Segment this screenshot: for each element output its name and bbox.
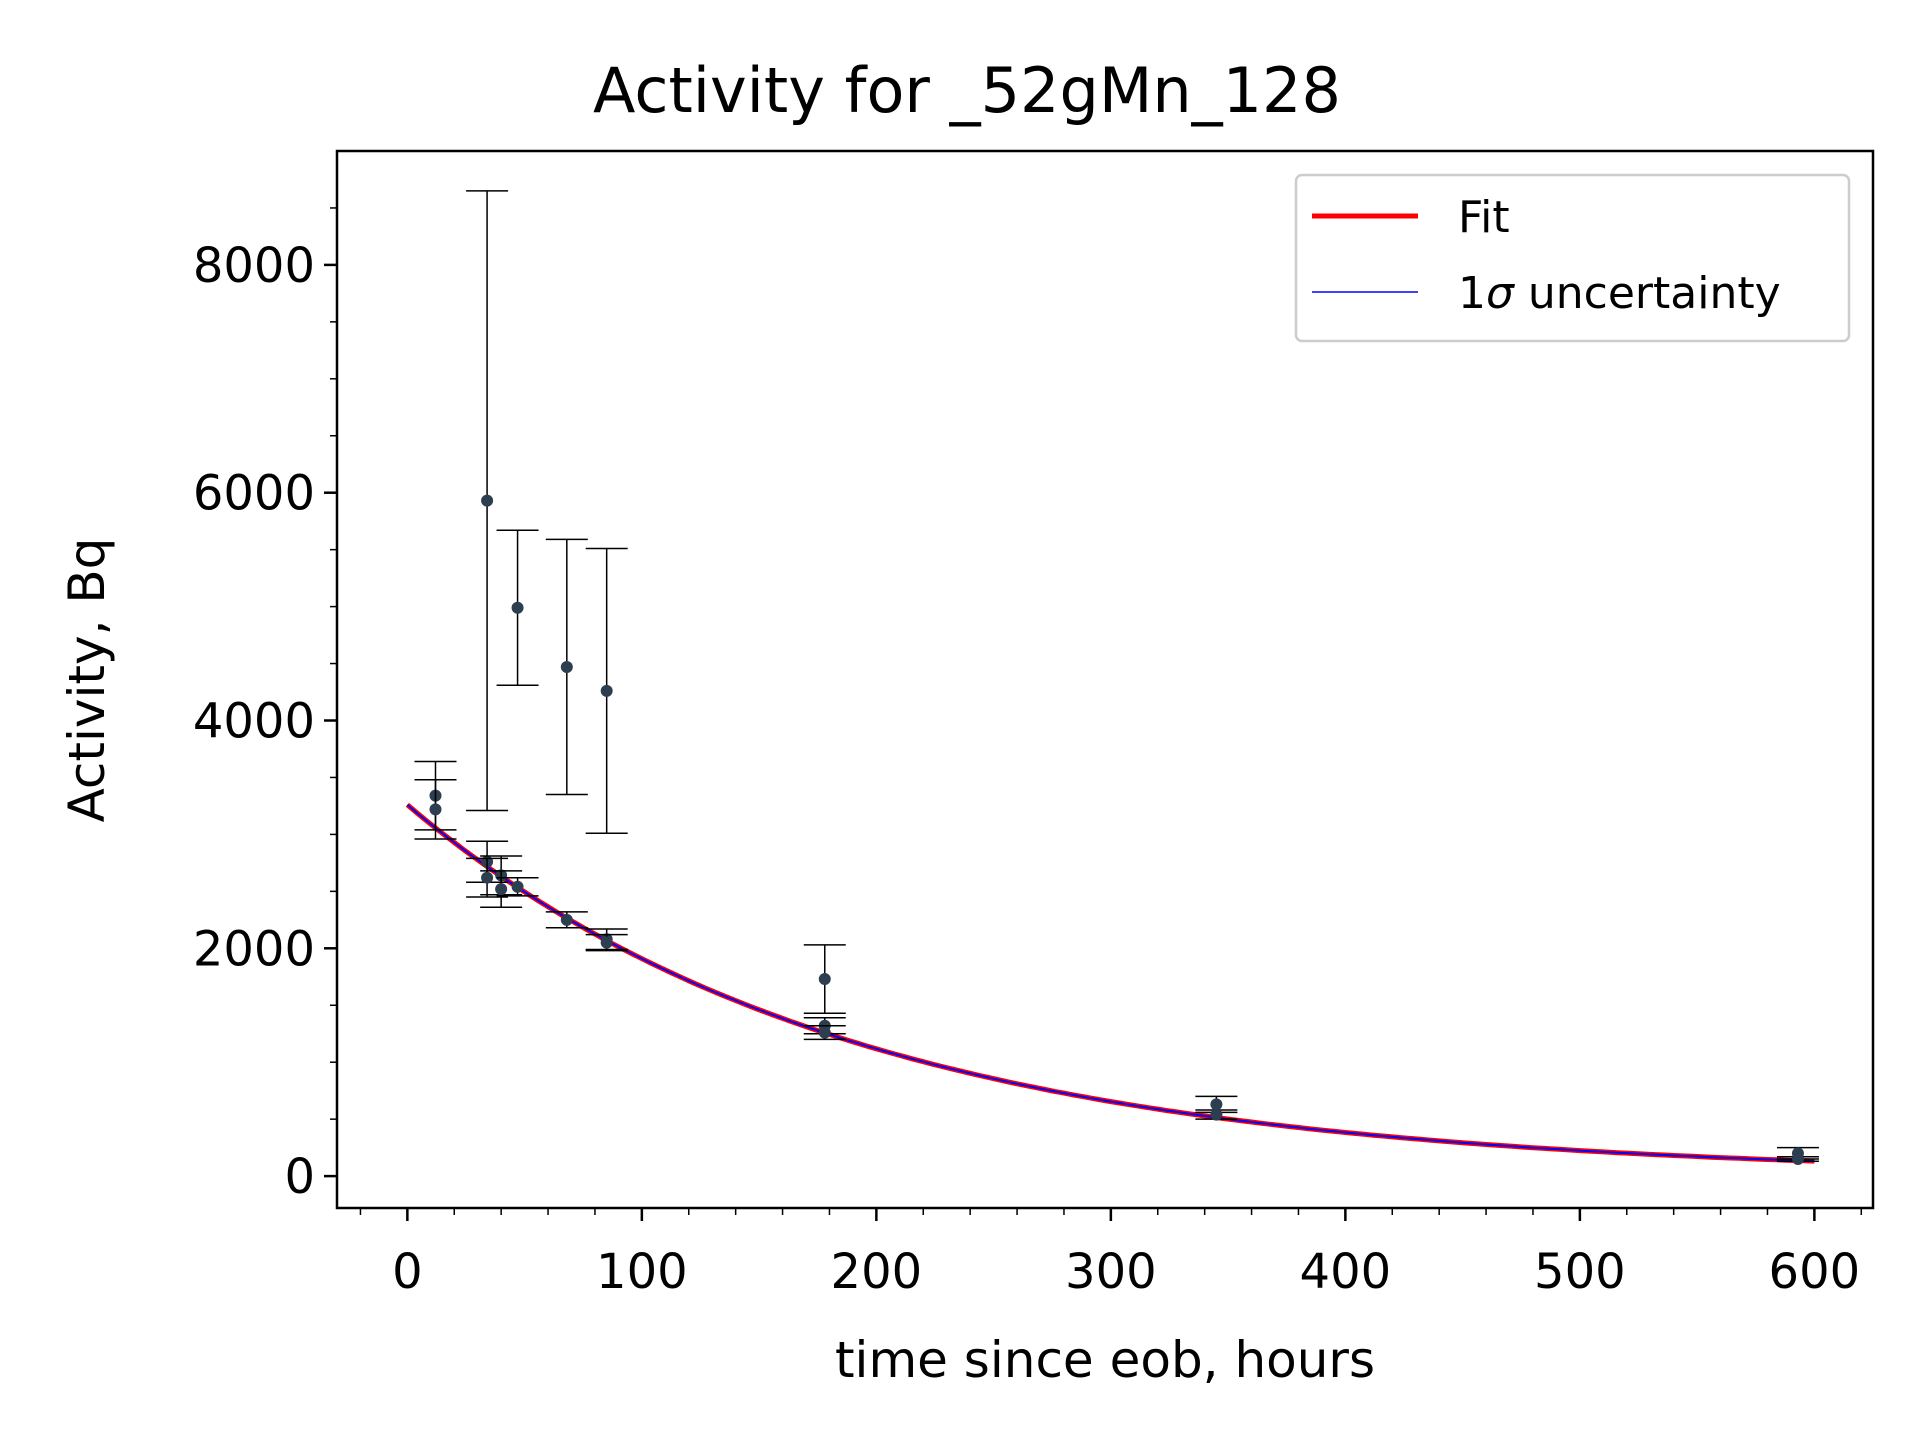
legend-uncertainty-label: 1σ uncertainty — [1458, 268, 1781, 319]
data-layer — [414, 190, 1819, 1166]
data-point — [429, 803, 442, 816]
legend: Fit 1σ uncertainty — [1294, 173, 1851, 343]
legend-fit-label: Fit — [1458, 192, 1510, 243]
data-point-group — [1776, 1153, 1819, 1166]
x-tick-label: 600 — [1769, 1244, 1861, 1300]
data-point-group — [803, 944, 846, 1014]
y-tick-label: 6000 — [193, 466, 315, 522]
legend-box — [1294, 173, 1851, 343]
chart-title: Activity for _52gMn_128 — [593, 54, 1341, 127]
data-point — [1791, 1153, 1804, 1166]
data-point-group — [466, 190, 509, 812]
data-point — [600, 936, 613, 949]
data-point — [560, 660, 573, 673]
y-tick-label: 2000 — [193, 921, 315, 977]
data-point — [481, 494, 494, 507]
data-point-group — [1195, 1108, 1238, 1121]
data-point-group — [585, 547, 628, 835]
x-axis-label: time since eob, hours — [835, 1331, 1375, 1389]
data-point-group — [545, 538, 588, 796]
data-point — [600, 684, 613, 697]
data-point — [818, 1026, 831, 1039]
plot-area — [405, 190, 1819, 1166]
data-point-group — [545, 911, 588, 929]
y-axis-label: Activity, Bq — [58, 538, 116, 823]
plot-frame — [335, 149, 1875, 1210]
data-point — [481, 871, 494, 884]
data-point-group — [496, 876, 539, 897]
data-point-group — [496, 529, 539, 686]
x-tick-label: 200 — [831, 1244, 923, 1300]
data-point-group — [480, 870, 523, 909]
data-point-group — [803, 1025, 846, 1041]
data-point — [818, 973, 831, 986]
y-tick-label: 8000 — [193, 238, 315, 294]
y-tick-label: 0 — [284, 1149, 315, 1205]
data-point — [511, 880, 524, 893]
x-tick-label: 0 — [392, 1244, 423, 1300]
data-point-group — [414, 778, 457, 840]
fit-layer — [405, 802, 1815, 1164]
y-tick-label: 4000 — [193, 694, 315, 750]
data-point — [560, 913, 573, 926]
uncertainty-band — [406, 804, 1815, 1163]
x-tick-label: 100 — [596, 1244, 688, 1300]
x-tick-label: 300 — [1065, 1244, 1157, 1300]
data-point — [495, 883, 508, 896]
data-point — [1210, 1098, 1223, 1111]
data-point-group — [585, 933, 628, 952]
data-point — [511, 601, 524, 614]
x-tick-label: 500 — [1534, 1244, 1626, 1300]
x-tick-label: 400 — [1300, 1244, 1392, 1300]
data-point — [1210, 1108, 1223, 1121]
